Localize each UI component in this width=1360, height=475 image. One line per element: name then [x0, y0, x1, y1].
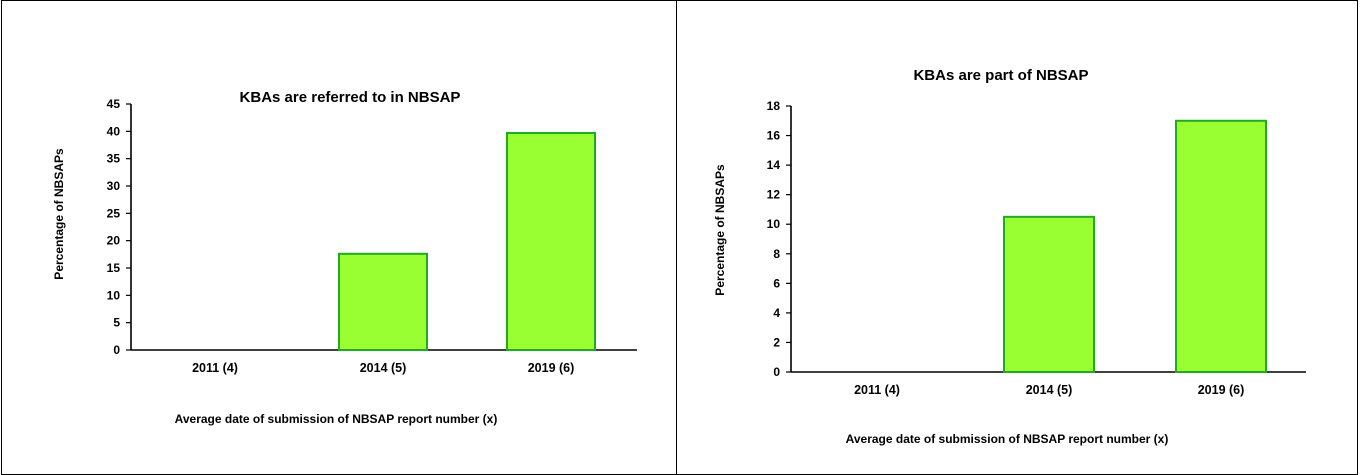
- y-tick-label-right: 10: [767, 217, 781, 231]
- y-tick-label-right: 12: [767, 188, 781, 202]
- y-tick-label-right: 14: [767, 158, 781, 172]
- y-tick-label-left: 20: [107, 234, 121, 248]
- y-tick-label-left: 25: [107, 206, 121, 220]
- y-tick-label-left: 15: [107, 261, 121, 275]
- category-label-right-1: 2011 (4): [854, 383, 900, 397]
- chart-title-left: KBAs are referred to in NBSAP: [240, 89, 461, 106]
- y-tick-label-right: 8: [773, 247, 780, 261]
- y-tick-label-left: 30: [107, 179, 121, 193]
- chart-title-right: KBAs are part of NBSAP: [913, 67, 1088, 84]
- y-tick-label-right: 16: [767, 129, 781, 143]
- y-tick-label-left: 35: [107, 152, 121, 166]
- x-axis-label-left: Average date of submission of NBSAP repo…: [175, 412, 498, 426]
- y-axis-label-left: Percentage of NBSAPs: [52, 148, 66, 280]
- category-label-left-1: 2011 (4): [192, 361, 238, 375]
- category-label-left-2: 2014 (5): [360, 361, 407, 375]
- y-tick-label-right: 6: [773, 276, 780, 290]
- category-label-left-3: 2019 (6): [528, 361, 575, 375]
- bar-right-2: [1003, 215, 1095, 373]
- y-axis-label-right: Percentage of NBSAPs: [713, 164, 727, 296]
- chart-marks-right: 0 2 4 6 8 10 12 14 16 18 2011 (4) 2014 (5) 2019 (6): [767, 99, 1306, 397]
- y-tick-label-left: 0: [113, 343, 120, 357]
- y-tick-label-left: 45: [107, 97, 121, 111]
- chart-marks-left: 0 5 10 15 20 25 30 35 40 45 2011 (4) 2014 (5) 2019 (…: [107, 97, 637, 375]
- y-tick-label-left: 40: [107, 124, 121, 138]
- category-label-right-2: 2014 (5): [1026, 383, 1073, 397]
- bar-right-3: [1175, 119, 1267, 374]
- y-tick-label-left: 10: [107, 288, 121, 302]
- y-tick-label-right: 18: [767, 99, 781, 113]
- y-tick-label-left: 5: [113, 316, 120, 330]
- y-tick-label-right: 4: [773, 306, 780, 320]
- y-tick-label-right: 2: [773, 335, 780, 349]
- bar-left-3: [506, 131, 596, 351]
- y-tick-label-right: 0: [773, 365, 780, 379]
- x-axis-label-right: Average date of submission of NBSAP repo…: [846, 432, 1169, 446]
- category-label-right-3: 2019 (6): [1198, 383, 1245, 397]
- bar-left-2: [338, 252, 428, 351]
